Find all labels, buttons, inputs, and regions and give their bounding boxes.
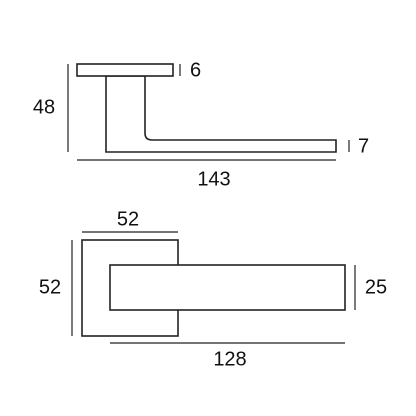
lever-top (109, 264, 346, 311)
dimension-label: 128 (213, 348, 246, 370)
dimension-label: 48 (33, 96, 55, 118)
top-view: 52 52 25 128 (39, 208, 387, 370)
side-view: 6 48 7 143 (33, 59, 369, 190)
rose-side (76, 63, 174, 77)
lever-side (105, 75, 337, 153)
dimension-label: 52 (117, 208, 139, 230)
dimension-label: 7 (358, 135, 369, 157)
dimension-label: 25 (365, 276, 387, 298)
dimension-label: 6 (190, 59, 201, 81)
dimension-label: 143 (197, 168, 230, 190)
dimension-label: 52 (39, 276, 61, 298)
